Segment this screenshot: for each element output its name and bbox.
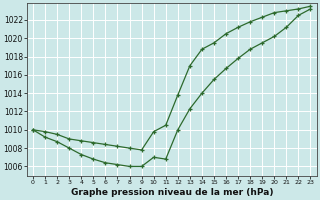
X-axis label: Graphe pression niveau de la mer (hPa): Graphe pression niveau de la mer (hPa): [70, 188, 273, 197]
